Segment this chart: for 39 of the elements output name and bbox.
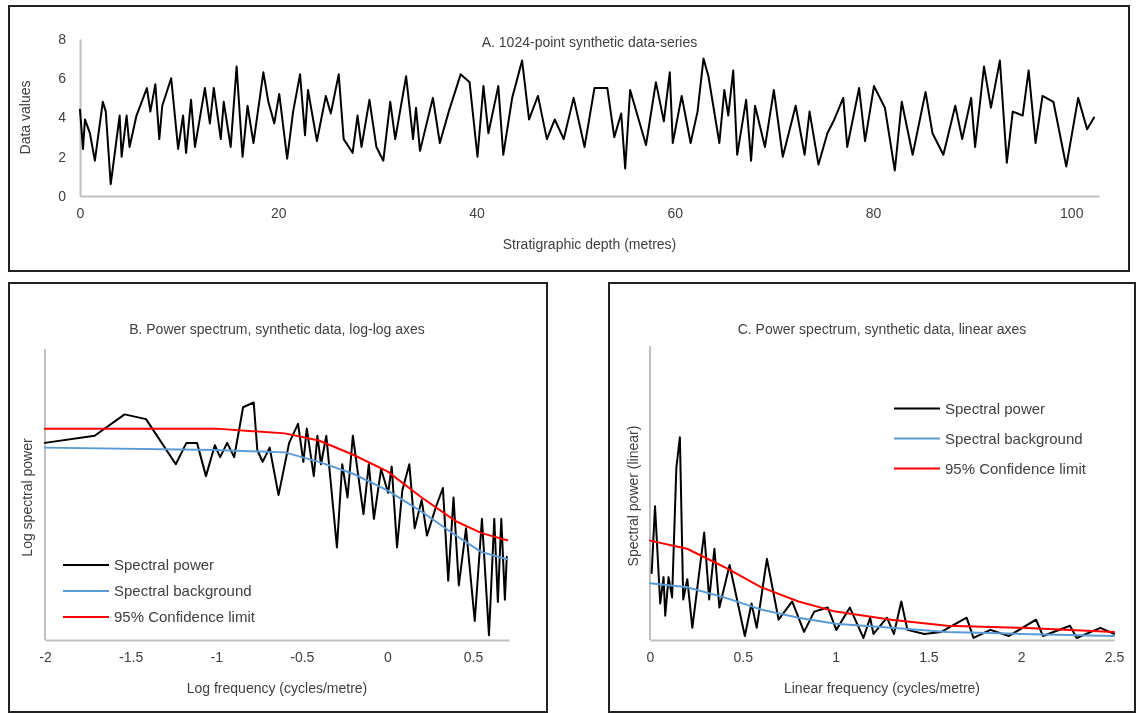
legend-label: Spectral power	[114, 556, 215, 574]
x-tick-label: 60	[667, 204, 684, 221]
y-tick-label: 8	[58, 30, 67, 47]
x-tick-label: -1.5	[119, 648, 144, 665]
x-axis-title: Linear frequency (cycles/metre)	[783, 680, 981, 696]
legend-label: Spectral background	[945, 429, 1083, 447]
x-tick-label: -0.5	[290, 648, 315, 665]
chart-title: A. 1024-point synthetic data-series	[481, 34, 698, 50]
x-tick-label: 80	[865, 204, 882, 221]
legend-label: Spectral power	[945, 399, 1046, 417]
y-axis-title: Log spectral power	[19, 438, 35, 557]
y-tick-label: 4	[58, 109, 67, 126]
x-tick-label: 40	[469, 204, 485, 221]
x-tick-label: -2	[39, 648, 52, 665]
line-series	[79, 57, 1096, 186]
x-tick-label: 2.5	[1104, 648, 1125, 665]
x-tick-label: 0	[384, 648, 393, 665]
x-tick-label: 0.5	[463, 648, 484, 665]
legend-label: 95% Confidence limit	[114, 608, 256, 626]
chart-title: B. Power spectrum, synthetic data, log-log axes	[129, 321, 425, 337]
legend-label: 95% Confidence limit	[945, 459, 1087, 477]
y-axis-title: Data values	[17, 80, 33, 155]
y-axis-title: Spectral power (linear)	[625, 425, 641, 567]
x-tick-label: 0	[646, 648, 655, 665]
y-tick-label: 2	[58, 148, 67, 165]
y-tick-label: 6	[58, 70, 67, 87]
x-tick-label: 20	[270, 204, 287, 221]
x-tick-label: 100	[1060, 204, 1084, 221]
x-tick-label: 1	[832, 648, 841, 665]
x-tick-label: 0.5	[733, 648, 754, 665]
x-tick-label: 1.5	[919, 648, 939, 665]
x-axis-title: Stratigraphic depth (metres)	[502, 236, 677, 252]
legend-label: Spectral background	[114, 582, 252, 600]
x-tick-label: -1	[210, 648, 224, 665]
x-axis-title: Log frequency (cycles/metre)	[186, 680, 368, 696]
x-tick-label: 2	[1017, 648, 1026, 665]
x-tick-label: 0	[76, 204, 85, 221]
y-tick-label: 0	[58, 187, 67, 204]
chart-title: C. Power spectrum, synthetic data, linear axes	[737, 321, 1027, 337]
